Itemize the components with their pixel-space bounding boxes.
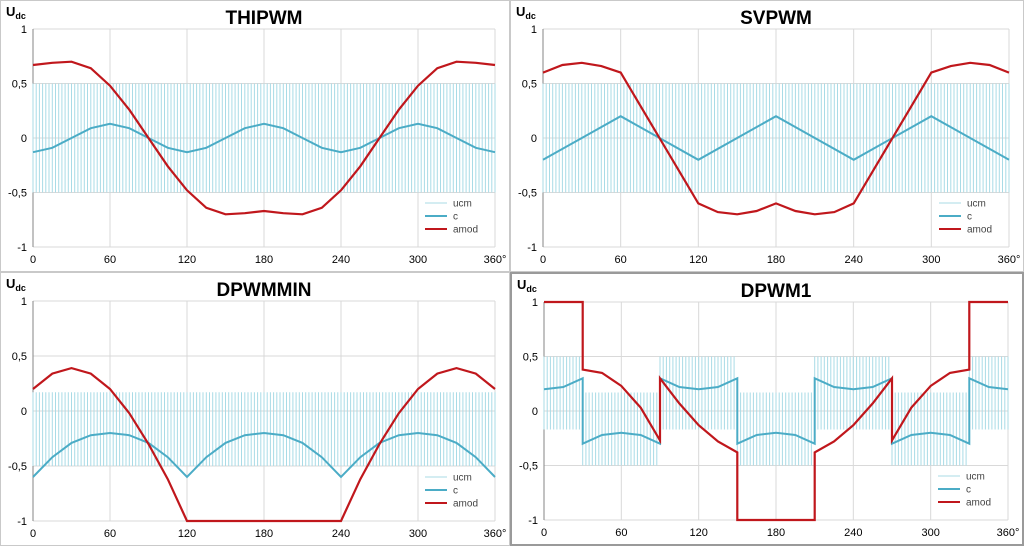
legend-label-c: c <box>453 212 458 223</box>
y-tick-label: 0 <box>21 133 27 145</box>
y-tick-label: -1 <box>17 516 27 528</box>
legend: ucm c amod <box>425 473 478 510</box>
x-tick-label: 0 <box>541 527 547 539</box>
legend: ucm c amod <box>425 199 478 236</box>
y-axis-label-main: U <box>6 276 15 291</box>
x-tick-label: 180 <box>255 254 273 266</box>
x-tick-label: 360° <box>997 527 1020 539</box>
chart-title: THIPWM <box>225 8 302 29</box>
x-tick-label: 360° <box>484 528 507 540</box>
chart-panel-svpwm: SVPWM Udc 0 60 120 180 240 300 360° 1 0,5 0 -0,5 -1 uc… <box>510 0 1024 272</box>
x-tick-label: 240 <box>844 527 862 539</box>
x-tick-label: 120 <box>689 254 707 266</box>
x-tick-label: 60 <box>615 254 627 266</box>
legend-label-ucm: ucm <box>453 473 472 484</box>
x-tick-label: 300 <box>409 528 427 540</box>
y-tick-label: -1 <box>17 242 27 254</box>
chart-svg-svpwm: SVPWM Udc 0 60 120 180 240 300 360° 1 0,5 0 -0,5 -1 uc… <box>516 4 1021 266</box>
x-tick-label: 60 <box>104 528 116 540</box>
chart-svg-thipwm: THIPWM Udc 0 60 120 180 240 300 360° 1 0,5 0 -0,5 -1 u… <box>6 4 507 266</box>
legend-label-c: c <box>966 485 971 496</box>
y-axis-label: Udc <box>516 4 536 21</box>
y-tick-label: 0 <box>21 406 27 418</box>
legend-label-amod: amod <box>966 498 991 509</box>
x-tick-label: 360° <box>998 254 1021 266</box>
x-tick-label: 360° <box>484 254 507 266</box>
series-amod-line <box>32 60 496 216</box>
y-tick-label: 0,5 <box>12 79 27 91</box>
y-axis-label-sub: dc <box>526 284 537 294</box>
x-tick-label: 60 <box>104 254 116 266</box>
x-tick-label: 240 <box>844 254 862 266</box>
y-axis-label-sub: dc <box>15 283 26 293</box>
series-ucm-line <box>32 392 496 466</box>
legend-label-ucm: ucm <box>966 472 985 483</box>
series-ucm-line <box>542 83 1010 193</box>
y-axis-label-main: U <box>6 4 15 19</box>
y-axis-label: Udc <box>6 4 26 21</box>
chart-title: DPWM1 <box>741 281 812 302</box>
x-tick-label: 240 <box>332 254 350 266</box>
y-tick-label: -0,5 <box>518 188 537 200</box>
chart-panel-dpwm1: DPWM1 Udc 0 60 120 180 240 300 360° 1 0,5 0 -0,5 -1 uc… <box>510 272 1024 546</box>
series-ucm-carrier <box>32 83 496 193</box>
legend-label-ucm: ucm <box>967 199 986 210</box>
y-tick-label: 1 <box>531 24 537 36</box>
x-tick-label: 180 <box>255 528 273 540</box>
y-axis-label: Udc <box>6 276 26 293</box>
series-ucm-line <box>543 356 1009 466</box>
legend-label-c: c <box>967 212 972 223</box>
chart-title: DPWMMIN <box>217 280 312 301</box>
y-axis-label: Udc <box>517 277 537 294</box>
y-tick-label: 0,5 <box>523 352 538 364</box>
chart-svg-dpwmmin: DPWMMIN Udc 0 60 120 180 240 300 360° 1 0,5 0 -0,5 -1… <box>6 276 507 540</box>
series-c-line <box>32 122 496 154</box>
y-tick-label: 1 <box>21 296 27 308</box>
y-tick-label: -0,5 <box>519 461 538 473</box>
x-tick-label: 180 <box>767 527 785 539</box>
y-axis-label-sub: dc <box>525 11 536 21</box>
x-tick-label: 120 <box>689 527 707 539</box>
legend: ucm c amod <box>939 199 992 236</box>
chart-panel-thipwm: THIPWM Udc 0 60 120 180 240 300 360° 1 0,5 0 -0,5 -1 u… <box>0 0 510 272</box>
y-tick-label: 0,5 <box>12 351 27 363</box>
chart-panel-dpwmmin: DPWMMIN Udc 0 60 120 180 240 300 360° 1 0,5 0 -0,5 -1… <box>0 272 510 546</box>
legend-label-amod: amod <box>453 225 478 236</box>
series-ucm-carrier <box>542 83 1010 193</box>
chart-svg-dpwm1: DPWM1 Udc 0 60 120 180 240 300 360° 1 0,5 0 -0,5 -1 uc… <box>517 277 1020 539</box>
y-tick-label: 0 <box>532 406 538 418</box>
y-tick-label: 1 <box>21 24 27 36</box>
y-tick-label: -0,5 <box>8 461 27 473</box>
legend-label-amod: amod <box>453 499 478 510</box>
legend-label-amod: amod <box>967 225 992 236</box>
x-tick-label: 0 <box>30 254 36 266</box>
y-axis-label-main: U <box>516 4 525 19</box>
x-tick-label: 60 <box>615 527 627 539</box>
series-ucm-line <box>32 83 496 193</box>
x-tick-label: 120 <box>178 254 196 266</box>
y-tick-label: 0 <box>531 133 537 145</box>
legend: ucm c amod <box>938 472 991 509</box>
legend-label-ucm: ucm <box>453 199 472 210</box>
y-tick-label: -1 <box>527 242 537 254</box>
y-tick-label: -1 <box>528 515 538 527</box>
y-axis-label-sub: dc <box>15 11 26 21</box>
x-tick-label: 0 <box>540 254 546 266</box>
x-tick-label: 180 <box>767 254 785 266</box>
y-axis-label-main: U <box>517 277 526 292</box>
x-tick-label: 300 <box>409 254 427 266</box>
series-ucm-carrier <box>543 356 1009 466</box>
chart-title: SVPWM <box>740 8 812 29</box>
x-tick-label: 300 <box>921 527 939 539</box>
y-tick-label: 1 <box>532 297 538 309</box>
x-tick-label: 240 <box>332 528 350 540</box>
legend-label-c: c <box>453 486 458 497</box>
x-tick-label: 300 <box>922 254 940 266</box>
x-tick-label: 0 <box>30 528 36 540</box>
y-tick-label: -0,5 <box>8 188 27 200</box>
series-ucm-carrier <box>32 392 496 466</box>
x-tick-label: 120 <box>178 528 196 540</box>
y-tick-label: 0,5 <box>522 79 537 91</box>
